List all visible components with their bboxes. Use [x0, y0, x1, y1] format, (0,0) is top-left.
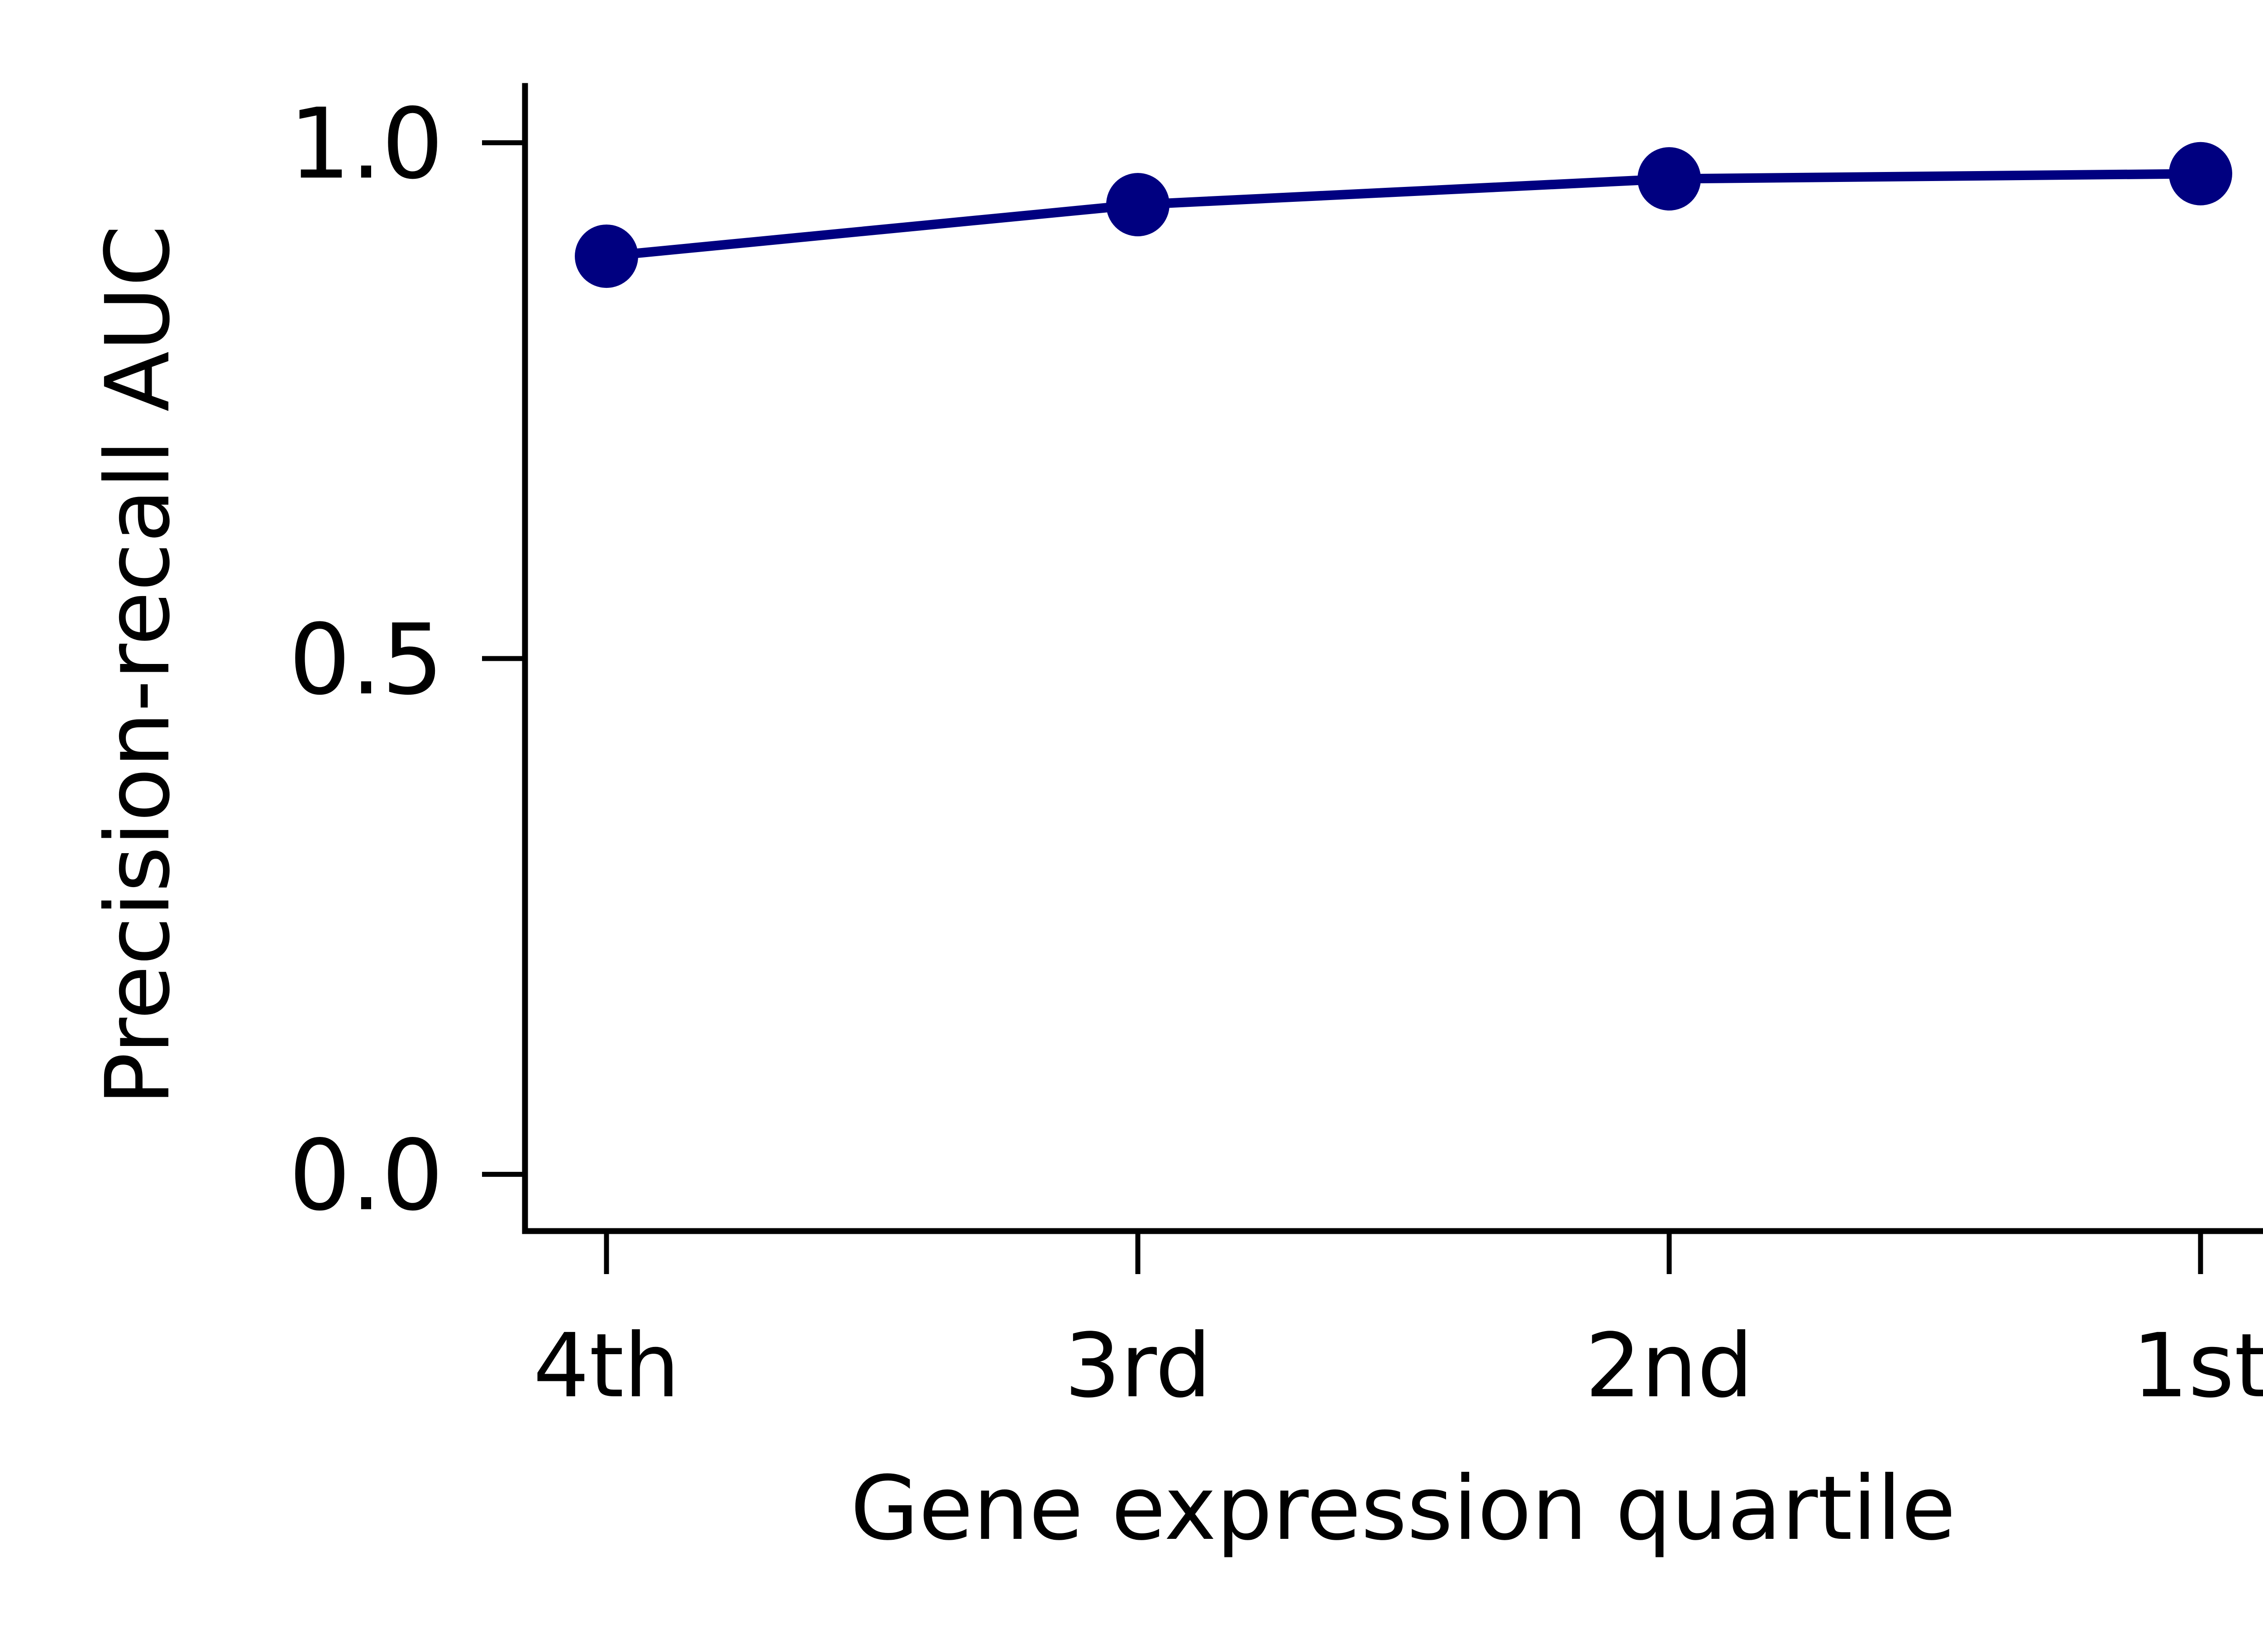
y-tick-label: 0.5: [289, 603, 444, 716]
y-tick-label: 1.0: [289, 87, 444, 201]
data-point: [575, 224, 638, 288]
y-axis-title: Precision-recall AUC: [86, 225, 189, 1106]
y-ticks: 0.0 0.5 1.0: [289, 87, 525, 1232]
y-tick-label: 0.0: [289, 1119, 444, 1232]
series-group: [575, 142, 2232, 288]
x-tick-label: 3rd: [1065, 1314, 1212, 1417]
x-tick-label: 1st: [2132, 1314, 2263, 1417]
data-point: [1106, 173, 1170, 237]
x-axis-title: Gene expression quartile: [850, 1457, 1956, 1560]
series-line: [606, 169, 2201, 261]
x-ticks: 4th 3rd 2nd 1st: [533, 1231, 2263, 1417]
data-point: [2169, 142, 2232, 205]
x-tick-label: 2nd: [1585, 1314, 1753, 1417]
data-point: [1638, 147, 1701, 211]
x-tick-label: 4th: [533, 1314, 680, 1417]
plot-area: 0.0 0.5 1.0 4th 3rd 2nd 1st: [289, 83, 2263, 1417]
